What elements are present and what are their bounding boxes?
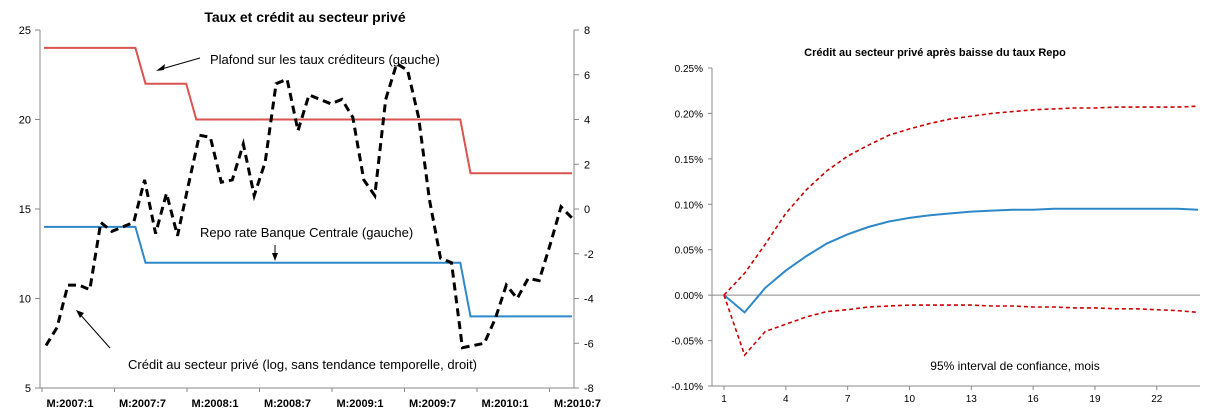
right-y-tick-label: -2 (584, 249, 594, 261)
annotation-plafond: Plafond sur les taux créditeurs (gauche) (210, 52, 440, 67)
left-x-tick-label: M:2010:7 (554, 398, 601, 410)
right-chart-x-ticks: 1 4 7 10 13 16 19 22 (721, 386, 1163, 405)
left-y-tick-label: 20 (19, 115, 31, 127)
right-y-tick-label: -4 (584, 294, 594, 306)
right-chart-x-tick-label: 10 (904, 394, 916, 405)
right-y-tick-label: 8 (584, 25, 590, 37)
repo-line (44, 225, 572, 318)
right-y-tick-label: 6 (584, 70, 590, 82)
left-x-tick-label: M:2007:1 (46, 398, 93, 410)
left-y-tick-label: 25 (19, 25, 31, 37)
right-chart-y-tick-label: 0.00% (675, 291, 703, 302)
left-x-ticks: M:2007:1 M:2007:7 M:2008:1 M:2008:7 M:2009:1… (41, 388, 601, 410)
right-chart-x-tick-label: 22 (1151, 394, 1163, 405)
left-x-tick-label: M:2008:7 (264, 398, 311, 410)
left-y-ticks: 5 10 15 20 25 (19, 25, 40, 395)
right-chart-series-group (723, 105, 1199, 357)
right-chart-x-tick-label: 4 (783, 394, 789, 405)
plafond-line (44, 46, 572, 175)
right-chart-xlabel: 95% interval de confiance, mois (930, 359, 1099, 373)
right-y-ticks: -8 -6 -4 -2 0 2 4 6 8 (574, 25, 594, 395)
left-y-tick-label: 15 (19, 204, 31, 216)
annotation-repo: Repo rate Banque Centrale (gauche) (200, 225, 413, 240)
credit-line (44, 61, 574, 350)
annotation-credit: Crédit au secteur privé (log, sans tenda… (128, 357, 477, 372)
right-chart-y-tick-label: 0.15% (675, 155, 703, 166)
right-chart: Crédit au secteur privé après baisse du … (671, 47, 1200, 405)
right-chart-y-tick-label: 0.20% (675, 109, 703, 120)
right-chart-y-tick-label: 0.25% (675, 64, 703, 75)
annotation-arrows (76, 57, 278, 349)
right-chart-x-tick-label: 1 (721, 394, 727, 405)
right-chart-y-ticks: -0.10% -0.05% 0.00% 0.05% 0.10% 0.15% 0.20% 0.2… (671, 64, 1200, 393)
right-chart-x-tick-label: 7 (845, 394, 851, 405)
right-chart-y-tick-label: 0.10% (675, 200, 703, 211)
left-y-tick-label: 5 (25, 383, 31, 395)
upper-confidence-band (723, 105, 1199, 296)
arrow-repo-head (272, 253, 278, 261)
right-y-tick-label: 4 (584, 115, 590, 127)
left-chart-axes (39, 30, 575, 389)
central-estimate-line (723, 207, 1199, 314)
arrow-credit (77, 311, 111, 349)
right-y-tick-label: 0 (584, 204, 590, 216)
right-chart-y-tick-label: -0.05% (671, 337, 703, 348)
left-x-tick-label: M:2007:7 (119, 398, 166, 410)
right-y-tick-label: -6 (584, 338, 594, 350)
right-chart-x-tick-label: 13 (966, 394, 978, 405)
arrow-credit-head (76, 310, 84, 318)
right-chart-y-tick-label: 0.05% (675, 246, 703, 257)
right-chart-axes (711, 68, 1200, 387)
left-series-group (44, 46, 574, 350)
left-x-tick-label: M:2010:1 (481, 398, 528, 410)
right-chart-x-tick-label: 19 (1089, 394, 1101, 405)
arrow-plafond (157, 57, 201, 71)
left-x-tick-label: M:2009:7 (409, 398, 456, 410)
left-x-tick-label: M:2008:1 (191, 398, 238, 410)
right-chart-title: Crédit au secteur privé après baisse du … (804, 47, 1066, 59)
arrow-plafond-head (156, 64, 165, 71)
left-chart: Taux et crédit au secteur privé 51015202… (19, 9, 601, 410)
right-chart-x-tick-label: 16 (1028, 394, 1040, 405)
left-y-tick-label: 10 (19, 294, 31, 306)
lower-confidence-band (723, 294, 1199, 357)
right-y-tick-label: 2 (584, 159, 590, 171)
left-x-tick-label: M:2009:1 (336, 398, 383, 410)
right-chart-y-tick-label: -0.10% (671, 382, 703, 393)
right-y-tick-label: -8 (584, 383, 594, 395)
left-chart-title: Taux et crédit au secteur privé (204, 9, 405, 25)
